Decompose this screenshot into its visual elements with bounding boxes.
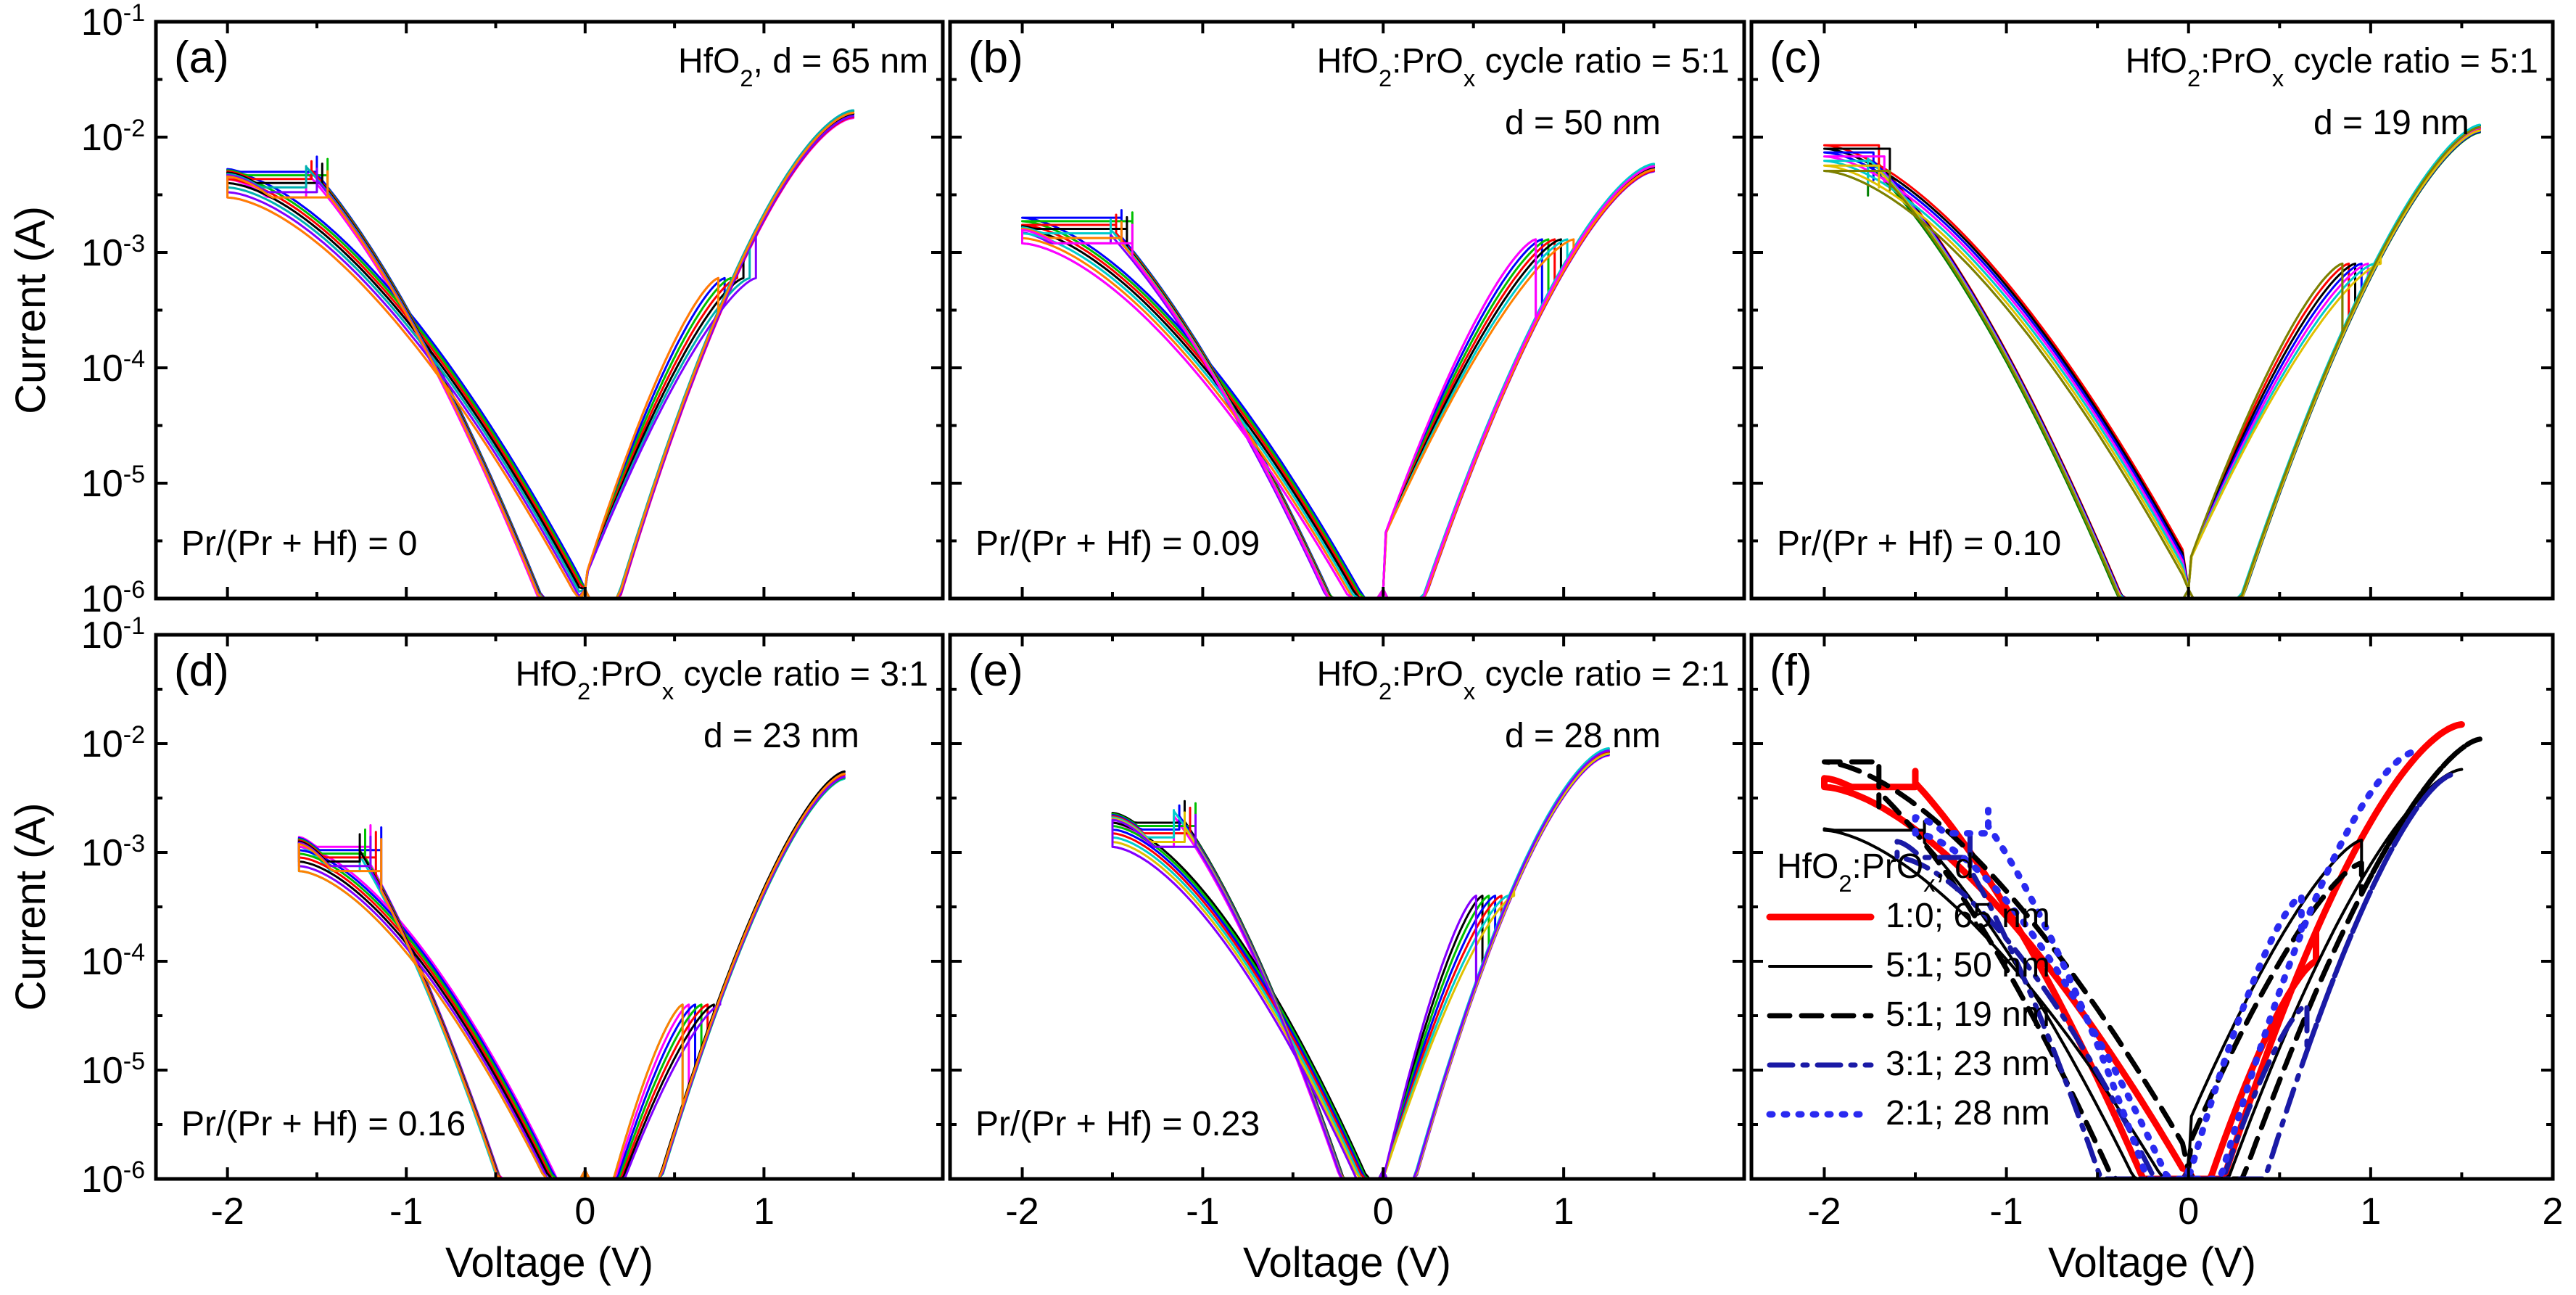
x-tick-label: -1 — [389, 1191, 423, 1233]
series-line-a-7 — [226, 115, 855, 599]
y-tick-label: 10-3 — [81, 230, 145, 274]
panels-group: (a) HfO2, d = 65 nm Pr/(Pr + Hf) = 0 (b) HfO… — [154, 20, 2555, 1181]
series-line-b-8 — [1021, 165, 1656, 599]
panel-thickness: d = 50 nm — [1505, 104, 1661, 142]
y-axis-label: Current (A) — [7, 803, 54, 1011]
panel-f-ticks — [1751, 633, 2553, 1180]
panel-thickness: d = 19 nm — [2313, 104, 2469, 142]
x-tick-label: 1 — [754, 1191, 775, 1233]
series-line-f-2 — [1822, 768, 2464, 1179]
legend-entry: 3:1; 23 nm — [1886, 1045, 2050, 1083]
x-tick-label: 2 — [2543, 1191, 2564, 1233]
x-axis-label: Voltage (V) — [445, 1239, 653, 1286]
panel-e-curves — [1111, 747, 1610, 1179]
panel-label: (e) — [968, 646, 1023, 696]
composition-label: Pr/(Pr + Hf) = 0.16 — [181, 1105, 466, 1143]
panel-b-ticks — [950, 20, 1744, 600]
legend-entry: 2:1; 28 nm — [1886, 1094, 2050, 1132]
legend-entry: 5:1; 19 nm — [1886, 995, 2050, 1034]
panel-a-curves — [226, 109, 855, 599]
composition-label: Pr/(Pr + Hf) = 0 — [181, 525, 417, 563]
x-tick-label: -1 — [1989, 1191, 2023, 1233]
series-line-f-5 — [1912, 748, 2420, 1179]
series-line-a-8 — [226, 111, 855, 599]
panel-f-curves — [1821, 721, 2482, 1179]
y-tick-label: 10-4 — [81, 345, 145, 390]
composition-label: Pr/(Pr + Hf) = 0.23 — [975, 1105, 1260, 1143]
x-tick-label: 0 — [1373, 1191, 1394, 1233]
panel-title: HfO2, d = 65 nm — [678, 42, 928, 91]
series-line-c-8 — [1823, 126, 2481, 599]
y-tick-label: 10-2 — [81, 721, 145, 765]
legend-entry: 5:1; 50 nm — [1886, 946, 2050, 984]
panel-title: HfO2:PrOx cycle ratio = 5:1 — [2126, 42, 2538, 91]
x-tick-label: -1 — [1186, 1191, 1219, 1233]
series-line-e-8 — [1111, 749, 1610, 1179]
panel-title: HfO2:PrOx cycle ratio = 3:1 — [516, 655, 928, 704]
panel-label: (f) — [1770, 646, 1812, 696]
panel-f: (f) HfO2:PrOx; d1:0; 65 nm 5:1; 50 nm 5:1; … — [1749, 633, 2555, 1181]
x-tick-label: 1 — [1553, 1191, 1574, 1233]
panel-title: HfO2:PrOx cycle ratio = 2:1 — [1317, 655, 1730, 704]
panel-d: (d) HfO2:PrOx cycle ratio = 3:1 d = 23 nm P… — [154, 633, 945, 1181]
x-tick-label: -2 — [211, 1191, 244, 1233]
panel-e: (e) HfO2:PrOx cycle ratio = 2:1 d = 28 nm P… — [948, 633, 1746, 1181]
series-line-d-8 — [297, 773, 846, 1179]
panel-c-curves — [1823, 123, 2481, 599]
y-tick-label: 10-1 — [81, 0, 145, 44]
panel-label: (b) — [968, 33, 1023, 83]
y-tick-label: 10-5 — [81, 461, 145, 505]
panel-e-ticks — [950, 633, 1744, 1180]
panel-label: (a) — [174, 33, 229, 83]
panel-thickness: d = 23 nm — [703, 717, 859, 755]
y-tick-label: 10-5 — [81, 1048, 145, 1092]
composition-label: Pr/(Pr + Hf) = 0.09 — [975, 525, 1260, 563]
panel-b-curves — [1021, 163, 1656, 599]
panel-a-frame — [154, 20, 945, 601]
y-tick-label: 10-4 — [81, 939, 145, 983]
panel-a: (a) HfO2, d = 65 nm Pr/(Pr + Hf) = 0 — [154, 20, 945, 601]
y-tick-label: 10-1 — [81, 612, 145, 657]
y-axis-label: Current (A) — [7, 206, 54, 414]
x-axis-label: Voltage (V) — [2048, 1239, 2256, 1286]
composition-label: Pr/(Pr + Hf) = 0.10 — [1777, 525, 2061, 563]
panel-c-ticks — [1751, 20, 2553, 600]
panel-label: (c) — [1770, 33, 1822, 83]
panel-b: (b) HfO2:PrOx cycle ratio = 5:1 d = 50 nm P… — [948, 20, 1746, 601]
x-tick-label: 0 — [574, 1191, 595, 1233]
x-tick-label: 1 — [2360, 1191, 2381, 1233]
series-line-f-4 — [1894, 772, 2456, 1179]
y-tick-label: 10-3 — [81, 830, 145, 874]
legend-title: HfO2:PrOx; d — [1777, 847, 1974, 897]
series-line-f-3 — [1822, 736, 2482, 1179]
x-tick-label: -2 — [1005, 1191, 1039, 1233]
panel-d-curves — [297, 770, 846, 1179]
y-tick-label: 10-6 — [81, 576, 145, 620]
panel-thickness: d = 28 nm — [1505, 717, 1661, 755]
series-line-b-7 — [1021, 168, 1656, 599]
panel-label: (d) — [174, 646, 229, 696]
panel-a-ticks — [156, 20, 943, 600]
legend-entry: 1:0; 65 nm — [1886, 897, 2050, 935]
panel-d-ticks — [156, 633, 943, 1180]
axis-labels-group: 10-110-210-310-410-510-610-110-210-310-4… — [7, 0, 2563, 1286]
x-tick-label: -2 — [1807, 1191, 1841, 1233]
x-tick-label: 0 — [2178, 1191, 2199, 1233]
x-axis-label: Voltage (V) — [1243, 1239, 1451, 1286]
series-line-c-7 — [1823, 129, 2481, 599]
series-line-f-1 — [1821, 721, 2465, 1179]
panel-title: HfO2:PrOx cycle ratio = 5:1 — [1317, 42, 1730, 91]
y-tick-label: 10-2 — [81, 115, 145, 159]
panel-c: (c) HfO2:PrOx cycle ratio = 5:1 d = 19 nm P… — [1749, 20, 2555, 601]
y-tick-label: 10-6 — [81, 1156, 145, 1201]
